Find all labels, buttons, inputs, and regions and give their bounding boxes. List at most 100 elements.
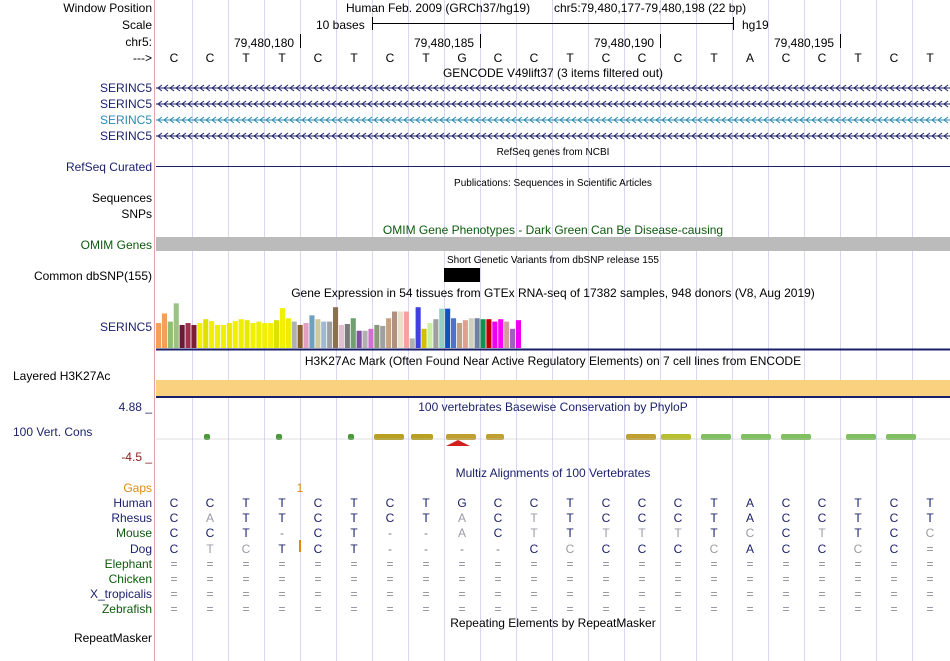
species-label[interactable]: Rhesus [111,511,152,526]
alignment-base: = [206,556,214,571]
assembly-name: Human Feb. 2009 (GRCh37/hg19) [346,1,531,15]
base-letter: T [350,51,358,65]
alignment-base: = [494,587,502,602]
conservation-mark [701,434,731,440]
alignment-base: = [674,556,682,571]
label-divider[interactable] [154,0,155,661]
gtex-chart[interactable] [156,300,950,352]
repeatmasker-label[interactable]: RepeatMasker [73,631,152,645]
omim-label[interactable]: OMIM Genes [80,238,152,252]
dbsnp-track-title[interactable]: Short Genetic Variants from dbSNP releas… [447,255,659,266]
conservation-mark [486,434,504,440]
alignment-base: C [745,526,755,541]
gencode-transcripts[interactable] [156,80,950,144]
alignment-base: = [782,602,790,617]
gtex-tissue-bar [374,324,380,348]
gencode-track-title[interactable]: GENCODE V49lift37 (3 items filtered out) [442,66,664,80]
gtex-tissue-bar [333,307,339,348]
grid-line [912,0,913,661]
alignment-base: A [205,511,214,526]
alignment-base: C [169,511,179,526]
conservation-mark [411,434,433,440]
phylop-label[interactable]: 100 Vert. Cons [13,425,93,439]
alignment-base: = [710,572,718,586]
gtex-tissue-bar [427,323,433,348]
alignment-base: = [674,572,682,586]
h3k27ac-track-title[interactable]: H3K27Ac Mark (Often Found Near Active Re… [304,354,802,368]
alignment-base: - [496,541,500,556]
refseq-gene-line[interactable] [156,166,950,167]
repeatmasker-track-title[interactable]: Repeating Elements by RepeatMasker [450,616,656,630]
species-label[interactable]: Human [113,496,152,510]
snps-label[interactable]: SNPs [121,207,152,221]
gtex-tissue-bar [397,311,403,348]
alignment-base: C [169,496,179,510]
gtex-tissue-bar [486,319,492,348]
omim-track-title[interactable]: OMIM Gene Phenotypes - Dark Green Can Be… [382,223,724,237]
gtex-tissue-bar [344,324,350,348]
species-label[interactable]: Zebrafish [101,602,152,617]
base-letter: T [242,51,250,65]
species-label[interactable]: Mouse [115,526,152,541]
gtex-tissue-bar [209,321,215,348]
gtex-tissue-bar [356,330,362,348]
base-letter: C [169,51,179,65]
base-letter: C [601,51,611,65]
conservation-mark [204,434,210,440]
conservation-mark [781,434,811,440]
gtex-tissue-bar [173,303,179,348]
alignment-base: T [242,496,250,510]
gencode-item-label[interactable]: SERINC5 [99,113,152,127]
grid-line [876,0,877,661]
gencode-item-label[interactable]: SERINC5 [99,97,152,111]
window-position-label: Window Position [63,1,152,15]
species-label[interactable]: Chicken [108,572,152,586]
alignment-base: C [313,511,323,526]
alignment-base: = [242,587,250,602]
omim-gene-bar[interactable] [156,237,950,251]
dbsnp-label[interactable]: Common dbSNP(155) [33,269,152,283]
h3k27ac-label[interactable]: Layered H3K27Ac [13,369,111,383]
gtex-label[interactable]: SERINC5 [99,320,152,334]
h3k27ac-signal[interactable] [156,380,950,396]
grid-line [552,0,553,661]
multiz-track-title[interactable]: Multiz Alignments of 100 Vertebrates [455,466,651,480]
alignment-base: = [314,556,322,571]
alignment-base: C [925,526,935,541]
alignment-base: C [673,541,683,556]
phylop-wiggle[interactable] [156,412,950,458]
species-label[interactable]: X_tropicalis [89,587,152,602]
alignment-base: G [457,496,467,510]
species-label[interactable]: Elephant [104,556,152,571]
alignment-base: C [637,541,647,556]
publications-track-title[interactable]: Publications: Sequences in Scientific Ar… [454,178,652,189]
alignment-base: = [314,572,322,586]
alignment-base: T [278,496,286,510]
alignment-base: C [889,511,899,526]
alignment-base: = [710,556,718,571]
alignment-base: = [854,602,862,617]
refseq-track-title[interactable]: RefSeq genes from NCBI [496,147,610,158]
gtex-tissue-bar [474,318,480,348]
phylop-track-title[interactable]: 100 vertebrates Basewise Conservation by… [418,400,688,414]
strand-label: ---> [133,51,152,65]
gencode-item-label[interactable]: SERINC5 [99,81,152,95]
gtex-tissue-bar [403,311,409,348]
alignment-base: = [638,587,646,602]
alignment-base: T [206,541,214,556]
alignment-base: - [424,526,428,541]
alignment-base: = [710,602,718,617]
alignment-base: C [817,541,827,556]
species-label[interactable]: Dog [129,541,152,556]
dbsnp-variant[interactable] [444,268,480,282]
alignment-base: T [566,526,574,541]
gtex-track-title[interactable]: Gene Expression in 54 tissues from GTEx … [291,286,815,300]
multiz-gaps-label[interactable]: Gaps [123,481,152,495]
refseq-label[interactable]: RefSeq Curated [65,160,152,174]
gencode-item-label[interactable]: SERINC5 [99,129,152,143]
base-letter: C [817,51,827,65]
publications-label[interactable]: Sequences [91,191,152,205]
alignment-base: A [457,511,466,526]
window-position[interactable]: chr5:79,480,177-79,480,198 (22 bp) [554,1,747,15]
alignment-base: A [745,496,754,510]
